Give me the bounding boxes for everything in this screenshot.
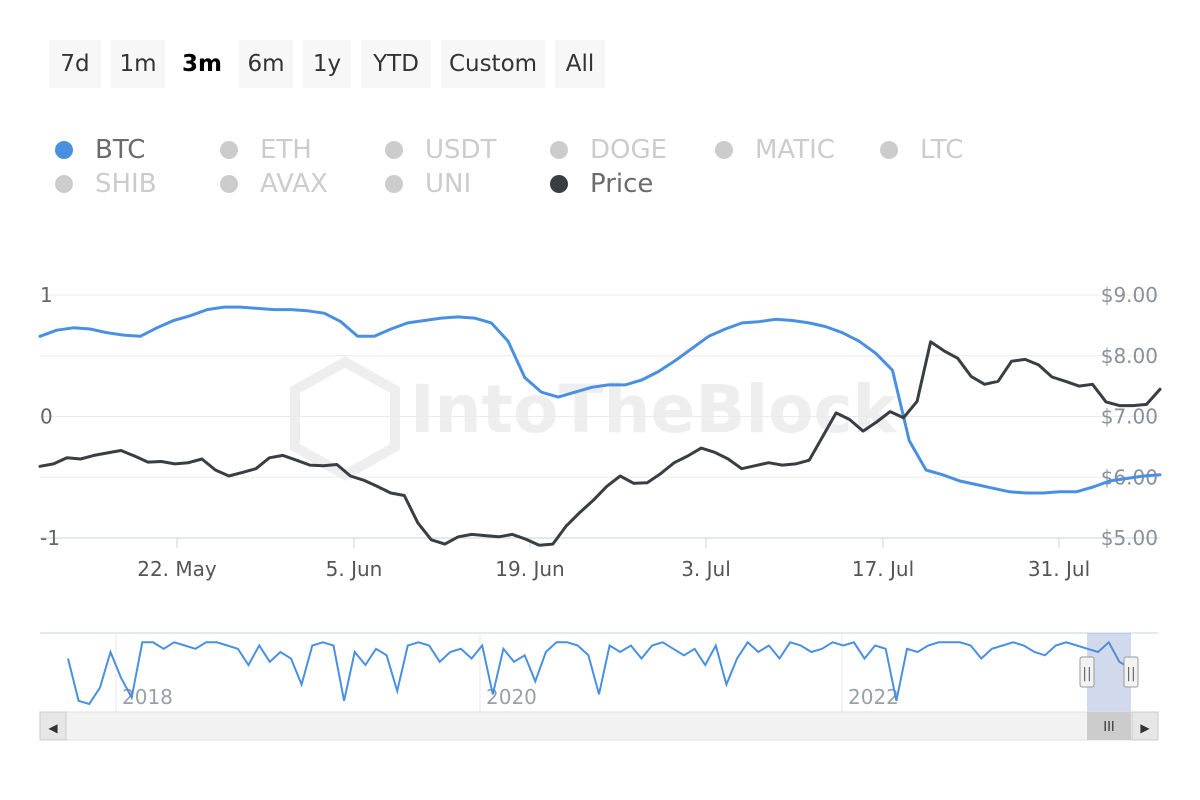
navigator-left-handle[interactable] [1079,656,1095,688]
scrollbar-track[interactable] [39,711,1159,741]
handle-grip-icon: || [1126,666,1135,682]
watermark-text: IntoTheBlock [410,371,899,448]
legend-item-avax[interactable]: AVAX [220,169,385,199]
legend-item-btc[interactable]: BTC [55,135,220,165]
legend: BTC ETH USDT DOGE MATIC LTC SHIB AVAX UNI Price [55,133,1155,201]
legend-row: SHIB AVAX UNI Price [55,167,1155,201]
legend-label: MATIC [755,135,835,165]
navigator-year-label: 2022 [848,685,899,709]
right-y-tick-label: $5.00 [1101,526,1158,550]
legend-dot-icon [55,175,73,193]
left-y-tick-label: 0 [40,405,53,429]
legend-item-eth[interactable]: ETH [220,135,385,165]
legend-dot-icon [550,175,568,193]
range-button-1y[interactable]: 1y [303,40,351,88]
scroll-left-button[interactable] [39,711,67,741]
scrollbar-thumb[interactable] [1087,712,1131,740]
legend-dot-icon [550,141,568,159]
scroll-right-button[interactable] [1131,711,1159,741]
range-button-ytd[interactable]: YTD [361,40,431,88]
right-y-tick-label: $9.00 [1101,283,1158,307]
range-button-1m[interactable]: 1m [111,40,165,88]
legend-dot-icon [55,141,73,159]
legend-item-price[interactable]: Price [550,169,715,199]
legend-item-doge[interactable]: DOGE [550,135,715,165]
grid-lines [40,294,1160,539]
legend-item-usdt[interactable]: USDT [385,135,550,165]
series-group [38,305,1162,547]
legend-label: BTC [95,135,146,165]
legend-dot-icon [385,175,403,193]
x-axis: 22. May 5. Jun 19. Jun 3. Jul 17. Jul 31. Jul [137,538,1090,581]
legend-item-uni[interactable]: UNI [385,169,550,199]
watermark: IntoTheBlock [290,356,899,481]
scrollbar[interactable]: ◀ III ▶ [39,711,1159,741]
range-selector: 7d 1m 3m 6m 1y YTD Custom All [49,40,615,88]
right-y-tick-label: $7.00 [1101,405,1158,429]
legend-dot-icon [220,175,238,193]
range-button-3m[interactable]: 3m [175,40,229,88]
legend-label: Price [590,169,654,199]
watermark-logo-icon [290,356,400,481]
series-line-btc [38,305,1162,495]
legend-item-shib[interactable]: SHIB [55,169,220,199]
legend-dot-icon [220,141,238,159]
handle-grip-icon: || [1082,666,1091,682]
x-tick-label: 22. May [137,557,217,581]
legend-label: USDT [425,135,497,165]
legend-label: UNI [425,169,472,199]
legend-item-matic[interactable]: MATIC [715,135,880,165]
navigator-series-line [67,640,1131,706]
left-y-tick-label: 1 [40,283,53,307]
legend-label: AVAX [260,169,328,199]
x-tick-label: 19. Jun [495,557,564,581]
right-y-tick-label: $8.00 [1101,344,1158,368]
legend-item-ltc[interactable]: LTC [880,135,1045,165]
scroll-left-arrow-icon: ◀ [48,721,58,735]
x-tick-label: 3. Jul [681,557,731,581]
left-y-axis: 1 0 -1 [40,283,60,550]
x-tick-label: 17. Jul [852,557,914,581]
legend-dot-icon [880,141,898,159]
legend-dot-icon [715,141,733,159]
range-button-7d[interactable]: 7d [49,40,101,88]
x-tick-label: 31. Jul [1028,557,1090,581]
legend-label: DOGE [590,135,668,165]
series-line-price [38,340,1162,547]
navigator-right-handle[interactable] [1123,656,1139,688]
right-y-axis: $9.00$8.00$7.00$6.00$5.00 [1101,283,1158,550]
legend-label: SHIB [95,169,157,199]
scroll-right-arrow-icon: ▶ [1140,721,1150,735]
legend-label: ETH [260,135,312,165]
legend-label: LTC [920,135,964,165]
navigator-year-label: 2018 [122,685,173,709]
scrollbar-grip-icon: III [1103,720,1115,735]
legend-dot-icon [385,141,403,159]
range-button-6m[interactable]: 6m [239,40,293,88]
navigator[interactable]: 2018 2020 2022|| || [40,632,1158,712]
left-y-tick-label: -1 [40,526,60,550]
legend-row: BTC ETH USDT DOGE MATIC LTC [55,133,1155,167]
range-button-all[interactable]: All [555,40,605,88]
range-button-custom[interactable]: Custom [441,40,545,88]
x-tick-label: 5. Jun [326,557,383,581]
